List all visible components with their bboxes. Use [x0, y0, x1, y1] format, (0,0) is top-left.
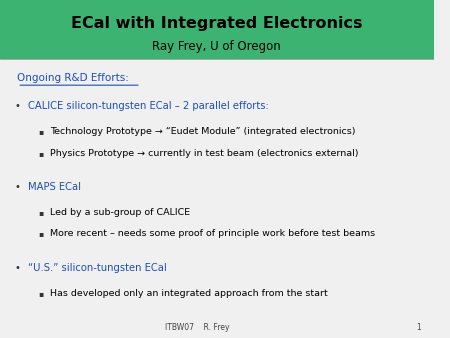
Text: ECal with Integrated Electronics: ECal with Integrated Electronics — [71, 16, 363, 31]
Text: ▪: ▪ — [39, 230, 44, 238]
Text: Led by a sub-group of CALICE: Led by a sub-group of CALICE — [50, 208, 190, 217]
Text: ▪: ▪ — [39, 127, 44, 136]
Text: •: • — [14, 182, 20, 192]
Text: 1: 1 — [416, 323, 420, 332]
Text: ▪: ▪ — [39, 289, 44, 298]
Text: Ongoing R&D Efforts:: Ongoing R&D Efforts: — [18, 73, 129, 83]
Text: CALICE silicon-tungsten ECal – 2 parallel efforts:: CALICE silicon-tungsten ECal – 2 paralle… — [28, 101, 269, 112]
Text: MAPS ECal: MAPS ECal — [28, 182, 81, 192]
Text: Technology Prototype → “Eudet Module” (integrated electronics): Technology Prototype → “Eudet Module” (i… — [50, 127, 356, 136]
Text: ▪: ▪ — [39, 149, 44, 158]
Text: •: • — [14, 263, 20, 273]
Text: “U.S.” silicon-tungsten ECal: “U.S.” silicon-tungsten ECal — [28, 263, 167, 273]
Text: ITBW07    R. Frey: ITBW07 R. Frey — [165, 323, 229, 332]
Text: Ray Frey, U of Oregon: Ray Frey, U of Oregon — [153, 40, 281, 53]
Text: Has developed only an integrated approach from the start: Has developed only an integrated approac… — [50, 289, 328, 298]
Text: •: • — [14, 101, 20, 112]
Text: More recent – needs some proof of principle work before test beams: More recent – needs some proof of princi… — [50, 230, 375, 238]
Text: ▪: ▪ — [39, 208, 44, 217]
Text: Physics Prototype → currently in test beam (electronics external): Physics Prototype → currently in test be… — [50, 149, 358, 158]
FancyBboxPatch shape — [0, 0, 433, 59]
